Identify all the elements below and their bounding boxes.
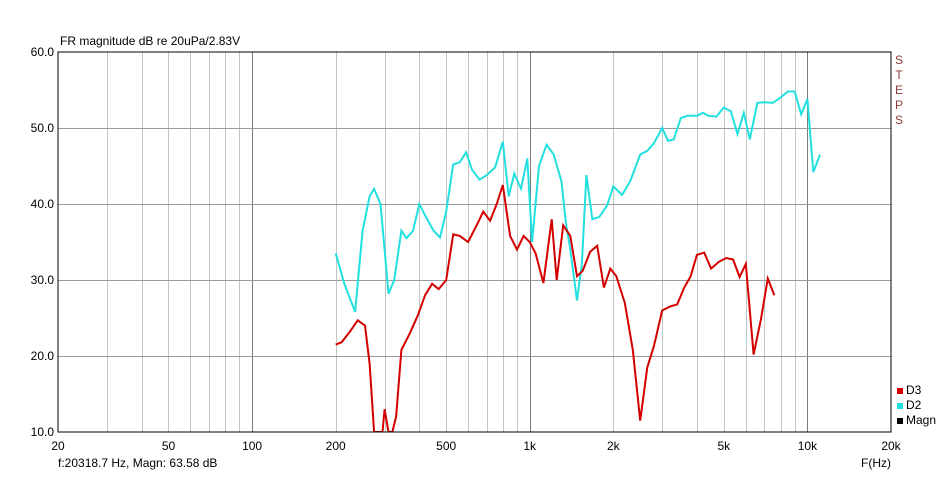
x-tick-label: 500 [436,439,456,453]
y-tick-label: 30.0 [31,273,55,287]
x-tick-label: 100 [242,439,262,453]
legend-swatch [897,388,903,394]
side-label-letter: S [895,113,903,127]
side-label-letter: T [895,68,903,82]
grid [58,52,891,432]
x-tick-label: 10k [798,439,818,453]
legend-label: D2 [906,398,922,412]
legend-label: D3 [906,383,922,397]
y-tick-label: 50.0 [31,121,55,135]
side-label-letter: E [895,83,903,97]
y-tick-label: 40.0 [31,197,55,211]
chart-title: FR magnitude dB re 20uPa/2.83V [60,34,240,48]
x-tick-label: 2k [607,439,621,453]
x-axis-ticks: 20 50 100 200 500 1k 2k 5k 10k 20k [51,439,901,453]
series-d3-line [335,184,776,432]
y-axis-ticks: 10.0 20.0 30.0 40.0 50.0 60.0 [31,45,55,439]
x-axis-label: F(Hz) [861,456,891,470]
x-tick-label: 5k [717,439,731,453]
plot-frame [57,51,892,433]
y-tick-label: 20.0 [31,349,55,363]
series-d2-line [334,90,821,313]
x-tick-label: 20k [881,439,901,453]
plot-area [334,90,821,432]
x-tick-label: 200 [326,439,346,453]
x-tick-label: 20 [51,439,65,453]
legend-swatch [897,418,903,424]
x-tick-label: 1k [523,439,537,453]
status-readout: f:20318.7 Hz, Magn: 63.58 dB [58,456,217,470]
legend-label: Magn [906,413,936,427]
side-label-letter: S [895,53,903,67]
legend-swatch [897,403,903,409]
y-tick-label: 60.0 [31,45,55,59]
y-tick-label: 10.0 [31,425,55,439]
side-label-letter: P [895,98,903,112]
x-tick-label: 50 [162,439,176,453]
